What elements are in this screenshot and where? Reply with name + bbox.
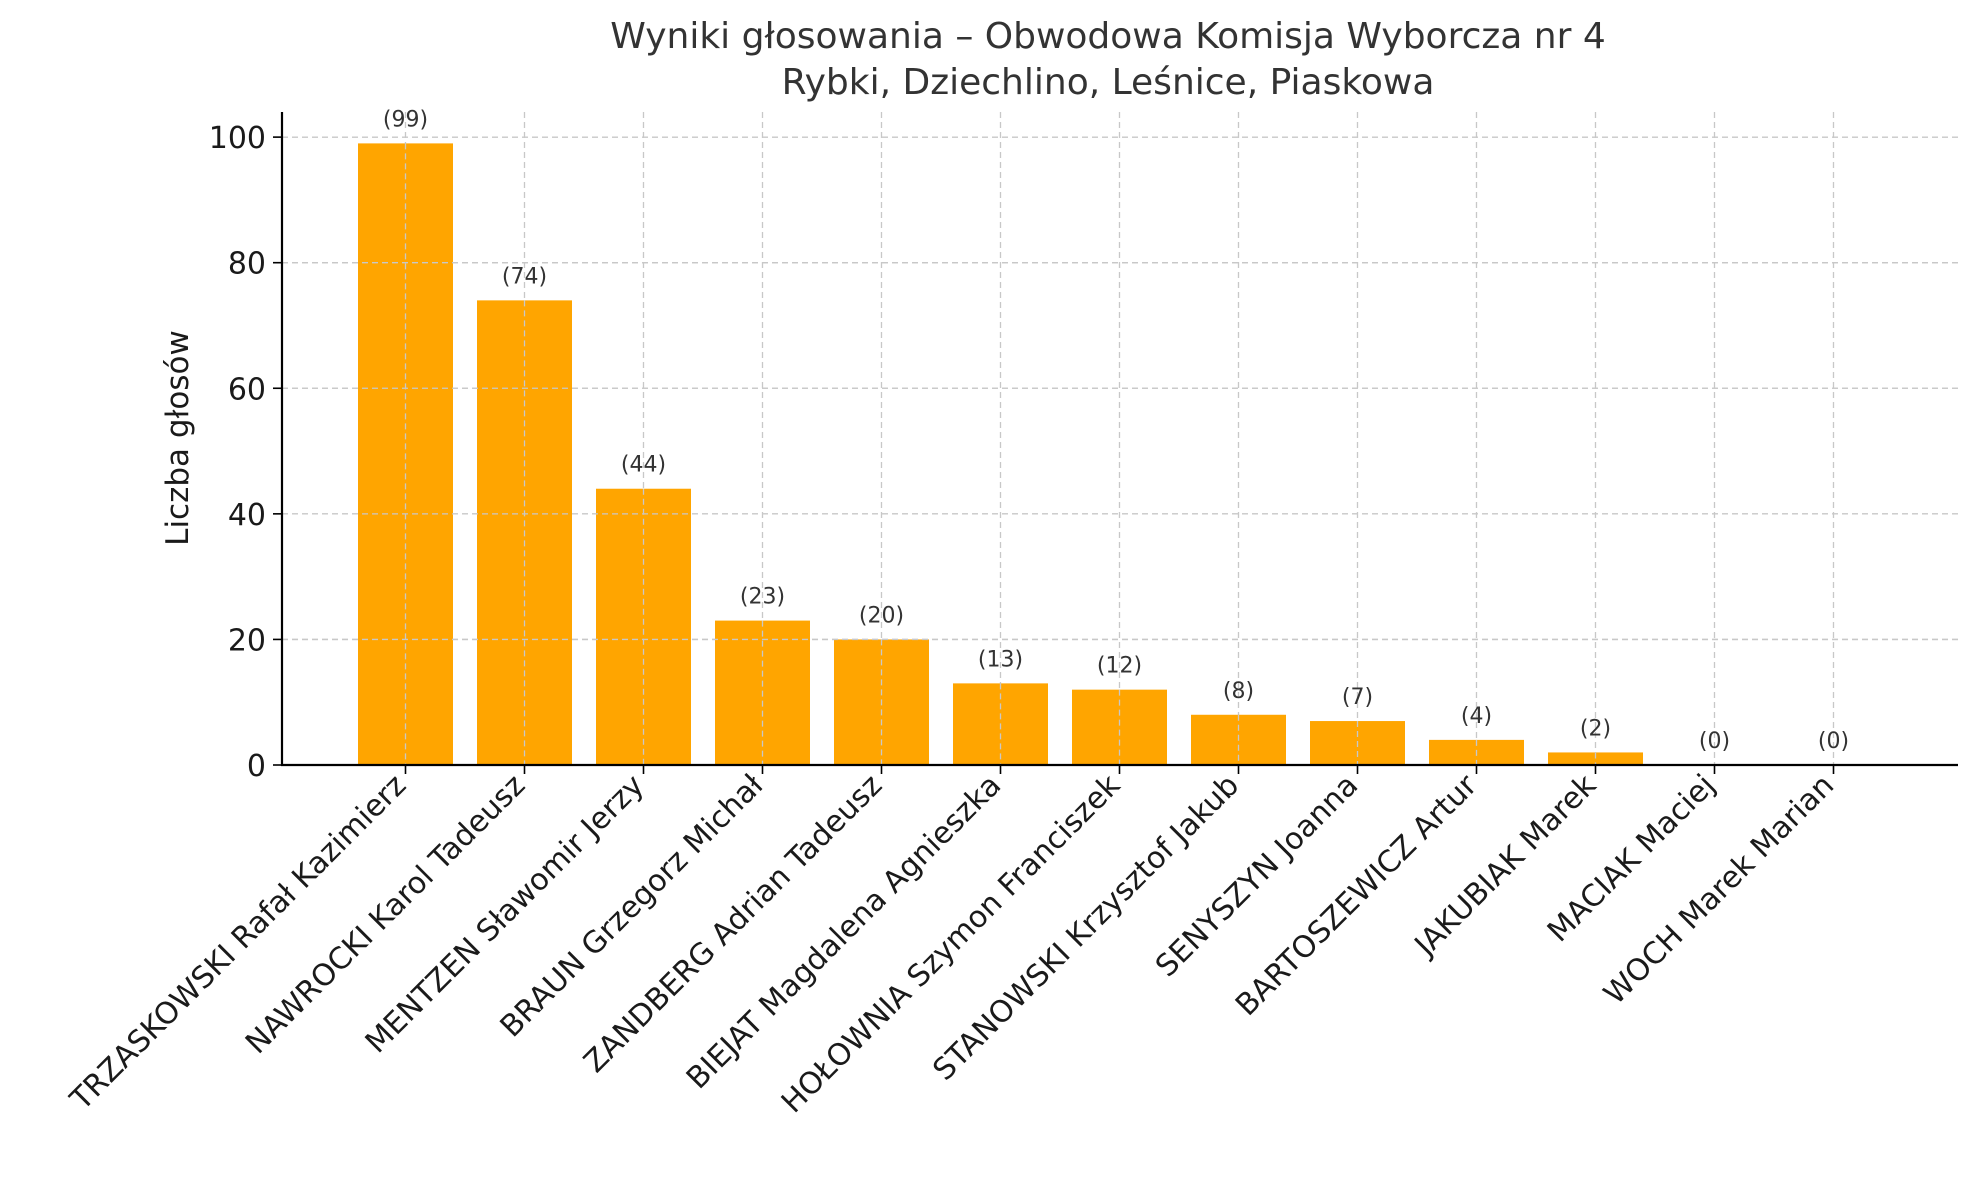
bars	[282, 136, 1958, 765]
x-tick-label: WOCH Marek Marian	[1597, 768, 1841, 1012]
y-tick-label: 100	[209, 121, 266, 156]
y-tick-label: 40	[228, 498, 266, 533]
data-label: (44)	[621, 453, 666, 478]
y-tick-label: 80	[228, 247, 266, 282]
data-label: (0)	[1818, 729, 1849, 754]
data-label: (7)	[1342, 685, 1373, 710]
data-label: (13)	[978, 647, 1023, 672]
y-tick-label: 60	[228, 372, 266, 407]
data-label: (4)	[1461, 704, 1492, 729]
y-tick-label: 20	[228, 623, 266, 658]
data-label: (12)	[1097, 654, 1142, 679]
labels: 0 20 40 60 80 100 (99) (74) (44) (23) (20) (13) (12)…	[63, 107, 1849, 1120]
chart-title: Wyniki głosowania – Obwodowa Komisja Wyb…	[610, 16, 1606, 57]
data-label: (2)	[1580, 716, 1611, 741]
x-tick-label: SENYSZYN Joanna	[1149, 768, 1365, 984]
data-label: (23)	[740, 585, 785, 610]
bar	[1548, 752, 1643, 765]
x-tick-label: BARTOSZEWICZ Artur	[1229, 767, 1485, 1023]
y-axis-label: Liczba głosów	[160, 330, 196, 546]
data-label: (8)	[1223, 679, 1254, 704]
data-label: (99)	[383, 107, 428, 132]
data-label: (20)	[859, 603, 904, 628]
axes	[273, 112, 1958, 774]
chart-subtitle: Rybki, Dziechlino, Leśnice, Piaskowa	[782, 62, 1435, 103]
data-label: (0)	[1699, 729, 1730, 754]
data-label: (74)	[502, 264, 547, 289]
y-tick-label: 0	[247, 749, 266, 784]
